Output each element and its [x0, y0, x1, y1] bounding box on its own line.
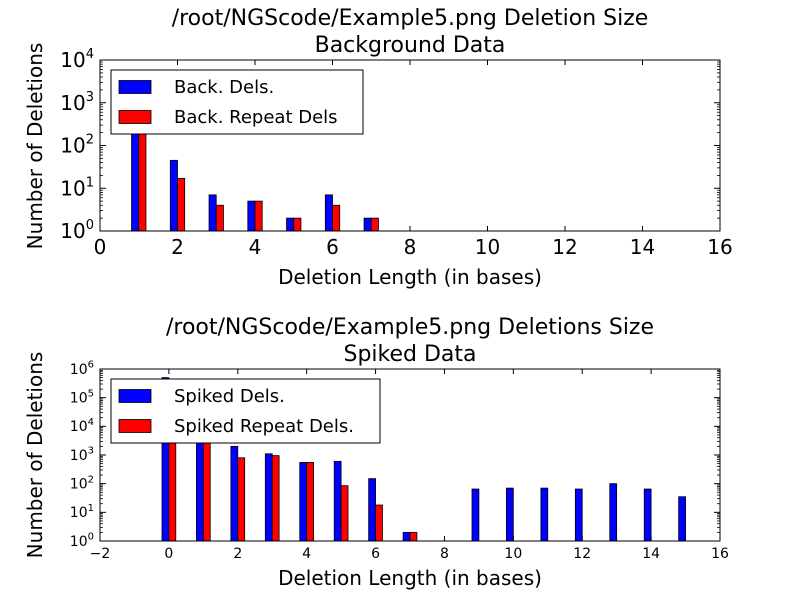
legend: Back. Dels. Back. Repeat Dels: [110, 69, 364, 135]
bar-repeat-dels: [340, 485, 349, 542]
legend-swatch: [118, 80, 152, 94]
bar-repeat-dels: [332, 204, 341, 232]
x-axis-label: Deletion Length (in bases): [278, 265, 542, 289]
bar-dels: [643, 488, 652, 542]
bar-dels: [363, 217, 372, 232]
bar-dels: [368, 478, 376, 542]
y-tick-label: 102: [70, 474, 94, 492]
bar-repeat-dels: [215, 204, 224, 232]
plot-frame: [99, 368, 721, 542]
y-tick-label: 102: [60, 133, 94, 158]
bar-dels: [169, 159, 178, 232]
bar-repeat-dels: [271, 455, 280, 542]
legend-swatch: [118, 389, 152, 403]
x-tick-label: 10: [504, 546, 522, 562]
x-tick-label: 2: [171, 235, 184, 259]
legend-box: [110, 69, 364, 135]
legend-label: Back. Repeat Dels: [174, 107, 338, 128]
chart-title-line1: /root/NGScode/Example5.png Deletion Size: [172, 6, 649, 31]
bar-dels: [247, 200, 256, 232]
legend-box: [110, 378, 381, 444]
bar-dels: [506, 487, 514, 542]
x-tick-label: −2: [90, 546, 111, 562]
x-tick-label: 6: [326, 235, 339, 259]
bar-dels: [333, 460, 342, 542]
bar-dels: [540, 487, 549, 542]
y-axis-label: Number of Deletions: [23, 43, 47, 250]
chart-title-line1: /root/NGScode/Example5.png Deletions Siz…: [166, 315, 654, 340]
x-tick-label: 14: [630, 235, 655, 259]
legend-swatch: [118, 110, 152, 124]
y-tick-label: 103: [60, 90, 94, 115]
bar-dels: [678, 496, 686, 542]
tick-labels: −2 0 2 4 6 8 10 12 14 16 100 101 102 103 104 105 106: [70, 360, 729, 562]
x-axis-label: Deletion Length (in bases): [278, 566, 542, 590]
x-tick-label: 6: [371, 546, 380, 562]
legend-swatch: [118, 419, 152, 433]
x-tick-label: 12: [552, 235, 577, 259]
bar-dels: [230, 445, 239, 542]
x-tick-label: 0: [94, 235, 107, 259]
y-tick-label: 100: [60, 218, 94, 243]
plot-frame: [99, 59, 721, 232]
x-tick-label: 12: [573, 546, 591, 562]
bar-repeat-dels: [237, 457, 246, 542]
bar-repeat-dels: [138, 124, 147, 232]
bar-repeat-dels: [370, 217, 379, 232]
bar-repeat-dels: [375, 504, 383, 542]
legend-label: Spiked Repeat Dels.: [174, 416, 354, 437]
x-tick-label: 2: [233, 546, 242, 562]
bar-dels: [324, 194, 333, 232]
tick-labels: 0 2 4 6 8 10 12 14 16 100 101 102 103 104: [60, 47, 732, 259]
x-tick-label: 8: [440, 546, 449, 562]
x-tick-label: 4: [302, 546, 311, 562]
bar-dels: [574, 488, 583, 542]
bar-dels: [299, 462, 308, 542]
bar-repeat-dels: [306, 462, 314, 542]
x-tick-label: 4: [249, 235, 262, 259]
bar-repeat-dels: [177, 177, 186, 232]
bar-repeat-dels: [409, 531, 418, 542]
y-tick-label: 106: [70, 360, 94, 378]
y-tick-label: 101: [60, 175, 94, 200]
x-tick-label: 8: [404, 235, 417, 259]
x-tick-label: 16: [707, 235, 732, 259]
y-tick-label: 100: [70, 532, 94, 550]
bar-dels: [402, 531, 411, 542]
bar-repeat-dels: [168, 434, 177, 542]
bars: [161, 377, 686, 542]
bar-dels: [264, 453, 273, 542]
y-tick-label: 104: [70, 417, 94, 435]
y-tick-label: 105: [70, 388, 94, 406]
bar-dels: [208, 194, 217, 232]
legend-label: Spiked Dels.: [174, 386, 285, 407]
bar-dels: [196, 434, 204, 542]
y-tick-label: 104: [60, 47, 94, 72]
x-tick-label: 0: [164, 546, 173, 562]
x-tick-label: 16: [711, 546, 729, 562]
x-tick-label: 14: [642, 546, 660, 562]
bar-repeat-dels: [254, 200, 263, 232]
y-axis-label: Number of Deletions: [23, 352, 47, 559]
bar-repeat-dels: [202, 434, 211, 542]
bar-dels: [471, 488, 480, 542]
bar-dels: [286, 217, 295, 232]
background-data-chart: /root/NGScode/Example5.png Deletion Size…: [23, 6, 733, 289]
spiked-data-chart: /root/NGScode/Example5.png Deletions Siz…: [23, 315, 729, 590]
legend-label: Back. Dels.: [174, 77, 274, 98]
chart-title-line2: Spiked Data: [343, 342, 476, 367]
x-tick-label: 10: [475, 235, 500, 259]
legend: Spiked Dels. Spiked Repeat Dels.: [110, 378, 381, 444]
chart-title-line2: Background Data: [315, 33, 506, 58]
bar-repeat-dels: [293, 217, 302, 232]
y-tick-label: 101: [70, 503, 94, 521]
y-tick-label: 103: [70, 446, 94, 464]
bar-dels: [609, 483, 618, 542]
